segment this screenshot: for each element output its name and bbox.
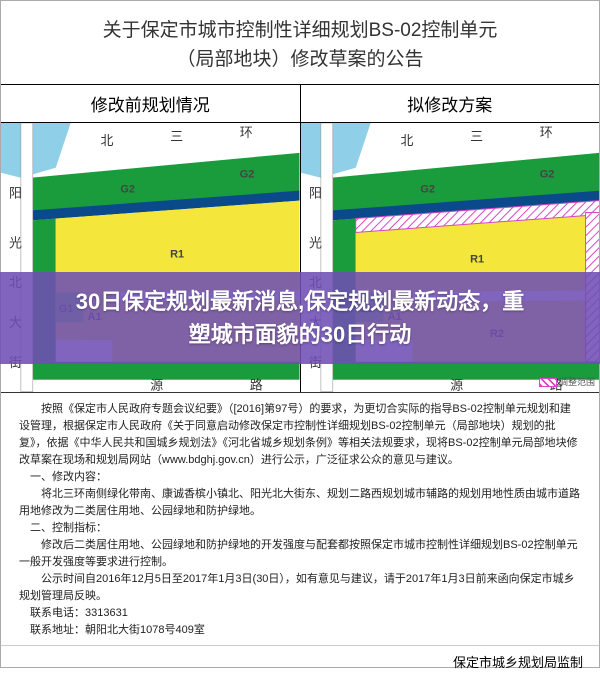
- cn-bei-top-r: 北: [400, 133, 413, 148]
- desc-h1: 一、修改内容：: [19, 469, 581, 486]
- legend-right: 调整范围: [539, 375, 595, 388]
- map-before-header: 修改前规划情况: [1, 85, 300, 123]
- desc-p2: 将北三环南侧绿化带南、康诚香槟小镇北、阳光北大街东、规划二路西规划城市辅路的规划…: [19, 486, 581, 520]
- water-area-r: [301, 123, 371, 178]
- label-g2a-r: G2: [420, 184, 435, 196]
- description-block: 按照《保定市人民政府专题会议纪要》（[2016]第97号）的要求，为更切合实际的…: [1, 392, 599, 646]
- cn-lu: 路: [250, 378, 263, 392]
- cn-san-r: 三: [470, 129, 483, 144]
- desc-h2: 二、控制指标：: [19, 520, 581, 537]
- title-line-1: 关于保定市城市控制性详细规划BS-02控制单元: [11, 17, 589, 46]
- label-g2a: G2: [120, 184, 135, 196]
- desc-contact-addr: 联系地址：朝阳北大街1078号409室: [19, 622, 581, 639]
- cn-yuan-r: 源: [450, 378, 463, 392]
- map-after-header: 拟修改方案: [301, 85, 600, 123]
- overlay-line-1: 30日保定规划最新消息,保定规划最新动态，重: [76, 285, 525, 318]
- notice-title: 关于保定市城市控制性详细规划BS-02控制单元 （局部地块）修改草案的公告: [1, 1, 599, 84]
- cn-guang-r: 光: [308, 235, 321, 250]
- contact-phone-value: 3313631: [85, 607, 128, 619]
- cn-huan: 环: [240, 125, 253, 140]
- label-g2b-r: G2: [539, 169, 554, 181]
- contact-addr-label: 联系地址：: [30, 624, 85, 636]
- overlay-line-2: 塑城市面貌的30日行动: [189, 318, 411, 351]
- desc-contact-phone: 联系电话：3313631: [19, 605, 581, 622]
- legend-right-label: 调整范围: [559, 377, 595, 387]
- desc-p3: 修改后二类居住用地、公园绿地和防护绿地的开发强度与配套都按照保定市城市控制性详细…: [19, 537, 581, 571]
- label-r1-r: R1: [470, 253, 484, 265]
- label-g2b: G2: [240, 169, 255, 181]
- footer: 保定市城乡规划局监制: [1, 645, 599, 679]
- desc-p1: 按照《保定市人民政府专题会议纪要》（[2016]第97号）的要求，为更切合实际的…: [19, 401, 581, 469]
- contact-addr-value: 朝阳北大街1078号409室: [85, 624, 205, 636]
- water-area: [1, 123, 71, 178]
- headline-overlay: 30日保定规划最新消息,保定规划最新动态，重 塑城市面貌的30日行动: [0, 272, 600, 364]
- cn-huan-r: 环: [539, 125, 552, 140]
- cn-bei-top: 北: [101, 133, 114, 148]
- cn-guang: 光: [9, 235, 22, 250]
- cn-san: 三: [170, 129, 183, 144]
- cn-yang-r: 阳: [308, 186, 321, 201]
- desc-p4: 公示时间自2016年12月5日至2017年1月3日(30日），如有意见与建议，请…: [19, 571, 581, 605]
- title-line-2: （局部地块）修改草案的公告: [11, 46, 589, 75]
- label-r1: R1: [170, 248, 184, 260]
- cn-yuan: 源: [150, 378, 163, 392]
- legend-swatch-icon: [539, 378, 557, 387]
- contact-phone-label: 联系电话：: [30, 607, 85, 619]
- cn-yang: 阳: [9, 186, 22, 201]
